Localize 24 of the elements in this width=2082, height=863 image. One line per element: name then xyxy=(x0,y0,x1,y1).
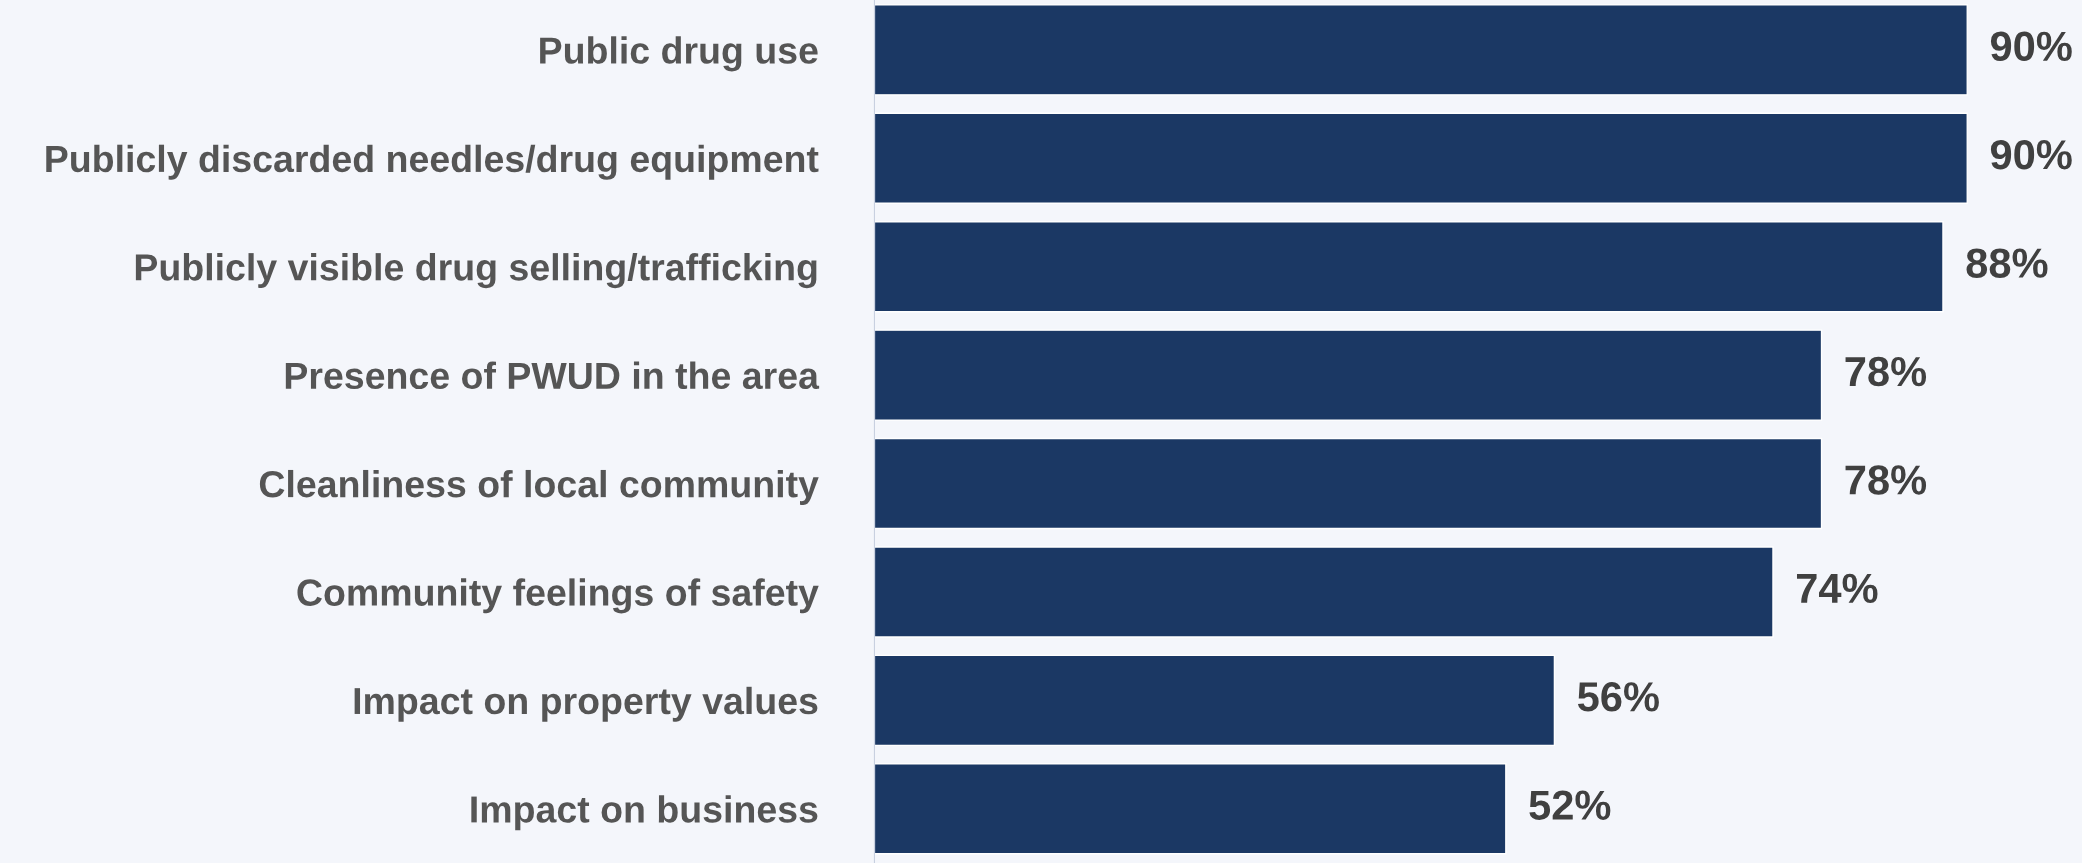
y-tick-label: Cleanliness of local community xyxy=(259,469,819,505)
y-tick-label: Public drug use xyxy=(540,36,818,72)
bar xyxy=(874,546,1774,638)
data-label: 74% xyxy=(1796,573,1878,604)
data-label: 88% xyxy=(1966,248,2048,278)
y-tick-label: Presence of PWUD in the area xyxy=(285,361,820,390)
data-label: 52% xyxy=(1529,790,1611,820)
bar xyxy=(874,329,1823,421)
y-tick-label: Impact on property values xyxy=(354,686,818,722)
bar xyxy=(874,654,1556,747)
y-tick-label: Impact on business xyxy=(471,795,818,831)
data-label: 78% xyxy=(1845,465,1927,495)
bar xyxy=(874,763,1507,855)
bar xyxy=(874,112,1968,204)
bar xyxy=(874,437,1823,530)
bar xyxy=(874,4,1968,96)
data-label: 56% xyxy=(1577,682,1659,712)
bar xyxy=(874,221,1944,313)
y-tick-label: Publicly visible drug selling/trafficking xyxy=(135,253,817,289)
y-tick-label: Publicly discarded needles/drug equipment xyxy=(46,144,819,180)
data-label: 90% xyxy=(1990,139,2072,170)
data-label: 78% xyxy=(1845,356,1927,387)
y-tick-label: Community feelings of safety xyxy=(297,578,819,614)
data-label: 90% xyxy=(1990,31,2072,62)
